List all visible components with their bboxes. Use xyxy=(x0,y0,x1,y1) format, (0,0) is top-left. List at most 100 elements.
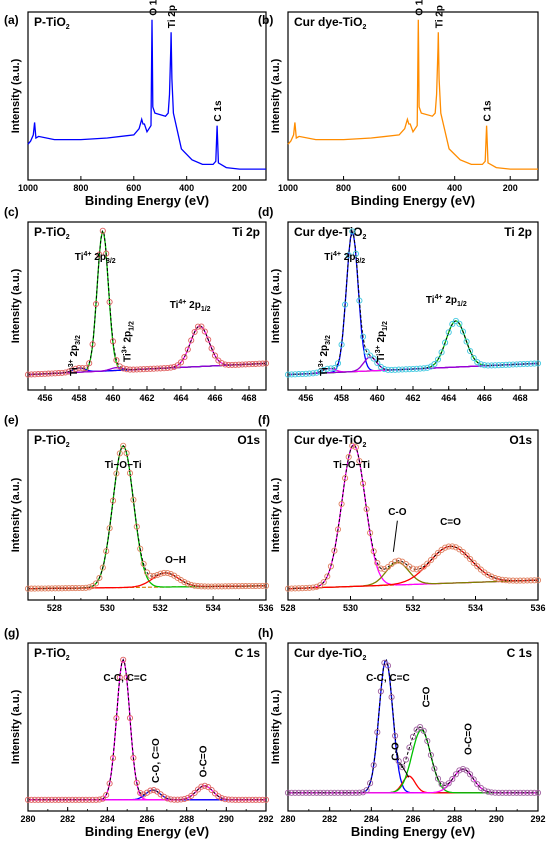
x-axis-label: Binding Energy (eV) xyxy=(85,193,209,208)
data-point xyxy=(130,754,137,761)
data-point xyxy=(313,583,320,590)
data-point xyxy=(89,341,96,348)
data-point xyxy=(38,370,45,378)
data-point xyxy=(126,714,134,722)
data-point xyxy=(502,361,509,368)
data-point xyxy=(181,579,188,586)
data-point xyxy=(499,789,506,796)
data-point xyxy=(399,366,406,373)
data-point xyxy=(470,354,477,361)
data-point xyxy=(55,370,62,377)
data-point xyxy=(467,347,474,355)
data-point xyxy=(495,789,502,796)
panel-title: Cur dye-TiO2 xyxy=(294,433,366,449)
data-point xyxy=(252,360,259,367)
x-tick-label: 1000 xyxy=(18,183,38,193)
data-point xyxy=(299,370,306,378)
panel-label: (a) xyxy=(4,13,19,27)
peak-annotation: Ti3+ 2p1/2 xyxy=(121,321,135,362)
x-tick-label: 292 xyxy=(258,814,273,824)
x-tick-label: 200 xyxy=(503,183,518,193)
x-tick-label: 800 xyxy=(336,183,351,193)
data-point xyxy=(495,576,502,583)
data-point xyxy=(299,585,306,592)
data-point xyxy=(106,525,113,532)
data-point xyxy=(58,796,66,803)
data-point xyxy=(513,577,520,584)
data-point xyxy=(434,775,442,782)
data-point xyxy=(154,365,161,372)
data-point xyxy=(31,371,38,378)
data-point xyxy=(259,796,266,803)
data-point xyxy=(284,585,292,592)
data-point xyxy=(359,480,367,487)
data-point xyxy=(367,529,374,536)
data-point xyxy=(527,360,534,367)
data-point xyxy=(28,585,35,592)
data-point xyxy=(45,585,52,592)
data-point xyxy=(48,796,55,803)
data-point xyxy=(106,780,113,787)
x-tick-label: 1000 xyxy=(278,183,298,193)
x-tick-label: 280 xyxy=(20,814,35,824)
data-point xyxy=(306,789,313,796)
data-point xyxy=(262,796,270,803)
data-point xyxy=(222,361,229,368)
peak-annotation: Ti 2p xyxy=(434,5,445,28)
data-point xyxy=(228,361,236,368)
data-point xyxy=(488,362,495,369)
data-point xyxy=(89,796,96,803)
data-point xyxy=(28,371,35,378)
data-point xyxy=(140,560,147,567)
data-point xyxy=(517,789,524,796)
fit-component-line xyxy=(287,545,538,590)
data-point xyxy=(167,796,174,803)
data-point xyxy=(306,584,313,591)
data-point xyxy=(65,796,72,803)
data-point xyxy=(427,557,434,564)
data-point xyxy=(445,329,452,336)
data-point xyxy=(123,366,130,373)
data-point xyxy=(524,360,531,367)
plot-frame xyxy=(287,11,539,181)
data-point xyxy=(228,796,236,803)
data-point xyxy=(96,251,103,258)
data-point xyxy=(409,733,417,740)
data-point xyxy=(262,360,270,367)
data-point xyxy=(374,359,381,367)
data-point xyxy=(120,365,127,372)
data-point xyxy=(467,555,474,563)
data-point xyxy=(38,585,45,592)
data-point xyxy=(208,583,215,590)
data-point xyxy=(72,365,79,372)
data-point xyxy=(342,301,349,308)
data-point xyxy=(194,323,202,330)
data-point xyxy=(174,796,181,803)
y-axis-label: Intensity (a.u.) xyxy=(10,268,22,343)
data-point xyxy=(509,789,517,796)
data-point xyxy=(137,789,144,797)
data-point xyxy=(431,765,438,772)
data-point xyxy=(103,791,110,799)
data-point xyxy=(262,582,270,589)
fit-component-line xyxy=(288,775,538,794)
data-point xyxy=(28,796,35,803)
peak-annotation: O-C=O xyxy=(199,745,210,777)
data-point xyxy=(309,370,317,377)
data-point xyxy=(86,796,93,803)
panel-b: 1000 800 600 400 200 Intensity (a.u.) Binding … xyxy=(258,0,539,208)
x-tick-label: 286 xyxy=(139,814,154,824)
data-point xyxy=(201,328,208,335)
data-point xyxy=(317,582,324,589)
data-point xyxy=(413,365,420,372)
plot-frame xyxy=(27,429,267,601)
data-point xyxy=(463,767,470,774)
x-tick-label: 528 xyxy=(280,603,295,613)
data-point xyxy=(249,796,256,803)
data-point xyxy=(409,565,417,572)
data-point xyxy=(35,796,42,803)
data-point xyxy=(370,762,377,769)
data-point xyxy=(484,362,492,369)
data-point xyxy=(239,583,246,590)
data-point xyxy=(52,796,59,803)
